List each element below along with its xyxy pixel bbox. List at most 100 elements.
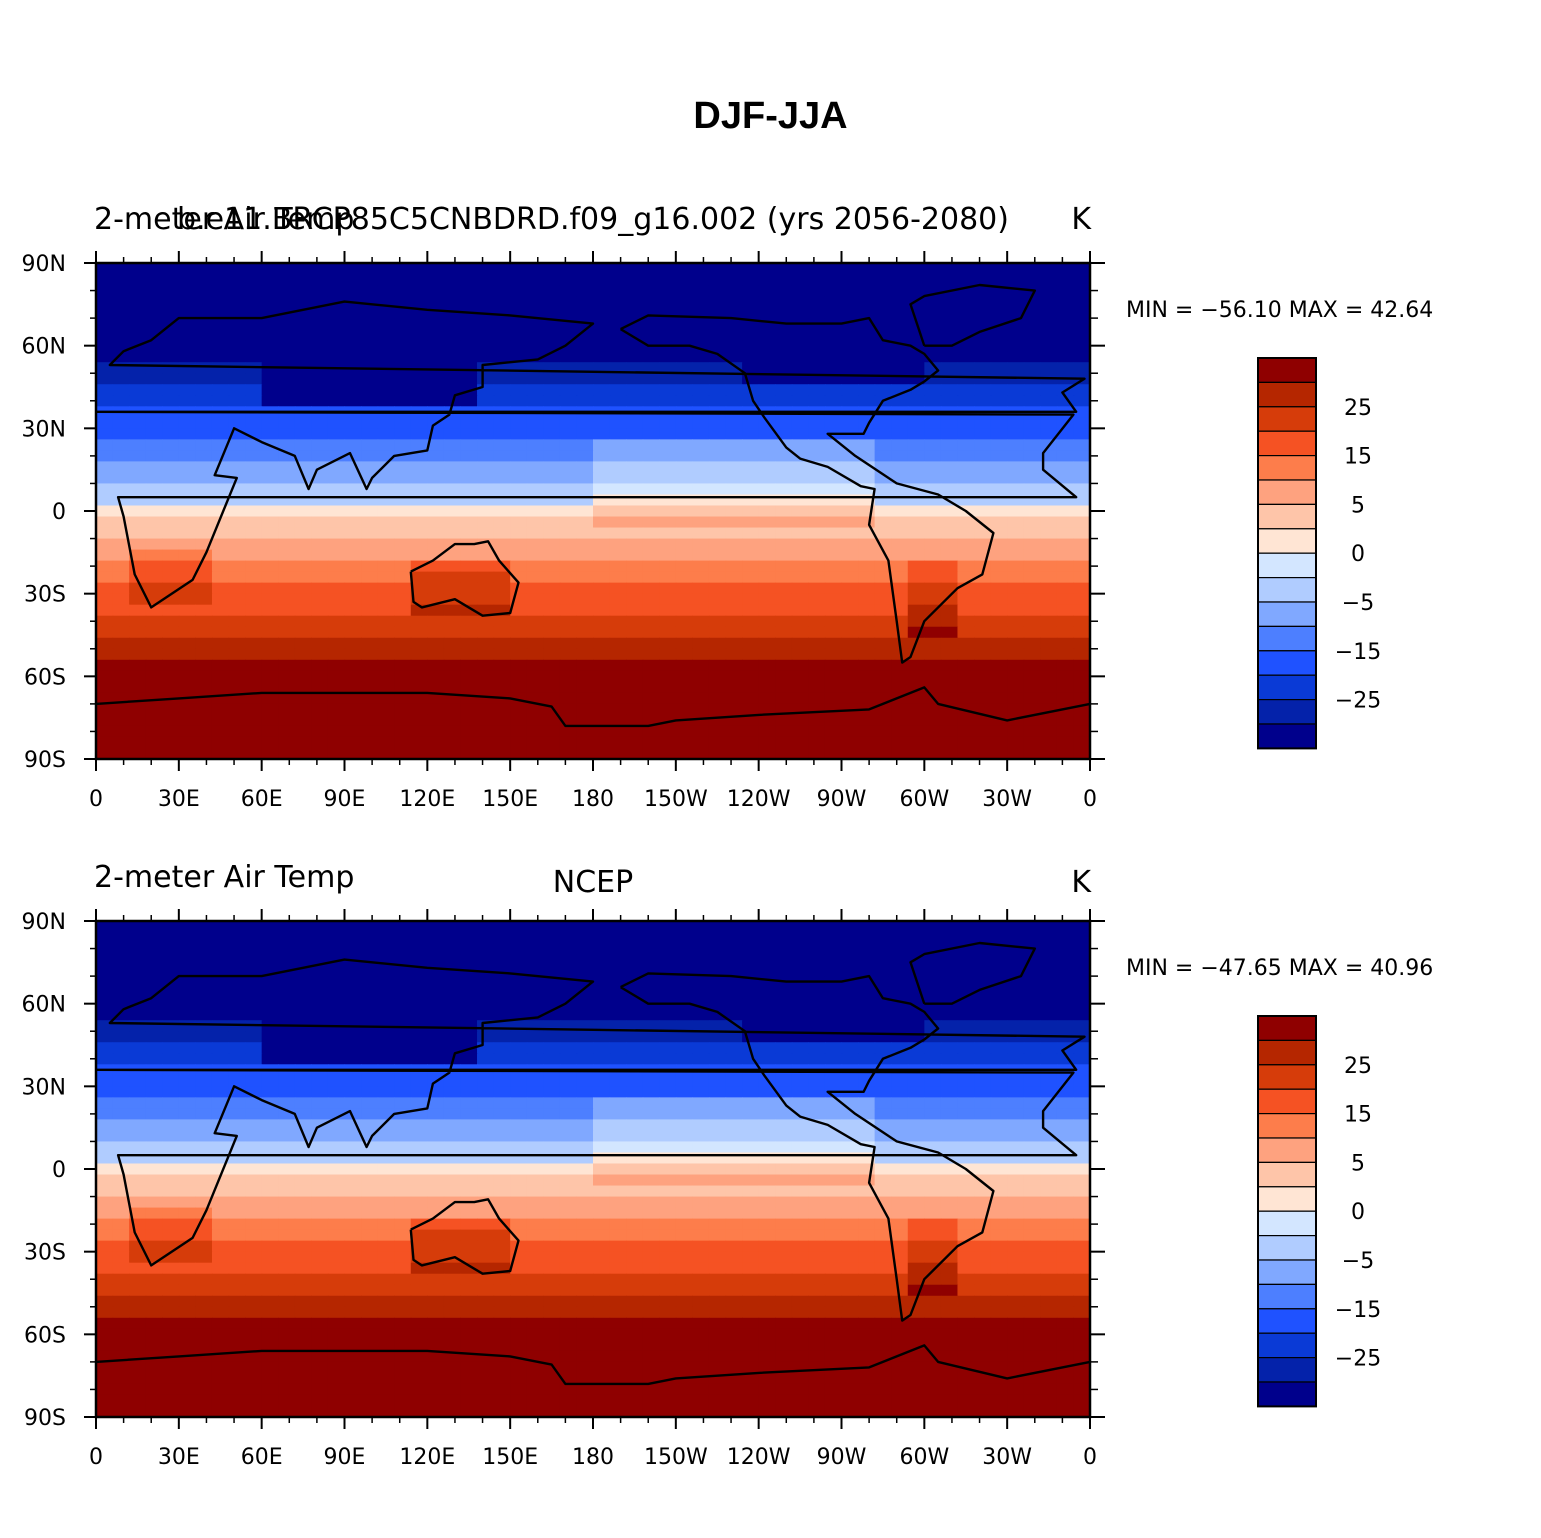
field-cell	[493, 1163, 511, 1176]
field-cell	[974, 1086, 992, 1098]
field-cell	[543, 516, 561, 529]
field-cell	[1056, 1053, 1075, 1065]
field-cell	[477, 351, 495, 363]
lon-tick-label: 0	[89, 787, 103, 812]
field-cell	[626, 1284, 644, 1297]
field-cell	[1056, 976, 1075, 988]
field-cell	[96, 1009, 114, 1021]
field-cell	[659, 285, 677, 297]
field-cell	[145, 1097, 163, 1109]
field-cell	[129, 494, 147, 507]
field-cell	[1073, 285, 1091, 297]
field-cell	[841, 340, 859, 352]
field-cell	[1023, 516, 1041, 529]
field-cell	[477, 1163, 495, 1176]
field-cell	[162, 1240, 180, 1253]
field-cell	[96, 263, 114, 275]
field-cell	[245, 1141, 263, 1154]
field-cell	[940, 692, 959, 705]
field-cell	[824, 1141, 843, 1154]
field-cell	[228, 307, 246, 319]
field-cell	[245, 637, 263, 650]
field-cell	[129, 527, 147, 540]
field-cell	[526, 351, 544, 363]
field-cell	[609, 1075, 627, 1087]
field-cell	[824, 1273, 843, 1286]
field-cell	[96, 538, 114, 551]
field-cell	[543, 976, 561, 988]
field-cell	[443, 483, 462, 496]
field-cell	[957, 384, 975, 396]
field-cell	[874, 439, 892, 451]
field-cell	[195, 1273, 213, 1286]
field-cell	[311, 483, 329, 496]
field-cell	[891, 1141, 909, 1154]
field-cell	[957, 549, 975, 562]
field-cell	[675, 527, 693, 540]
field-cell	[791, 450, 809, 462]
field-cell	[427, 1042, 445, 1054]
field-cell	[211, 932, 230, 944]
field-cell	[311, 494, 329, 507]
field-cell	[659, 954, 677, 966]
field-cell	[510, 263, 528, 275]
field-cell	[228, 921, 246, 933]
colorbar-frame	[1257, 357, 1317, 750]
field-cell	[526, 263, 544, 275]
field-cell	[162, 998, 180, 1010]
field-cell	[642, 714, 660, 727]
field-cell	[510, 954, 528, 966]
field-cell	[377, 1262, 395, 1275]
field-cell	[808, 527, 826, 540]
field-cell	[112, 932, 130, 944]
field-cell	[974, 362, 992, 374]
field-cell	[957, 340, 975, 352]
field-cell	[294, 1119, 312, 1132]
field-cell	[559, 571, 578, 584]
field-cell	[145, 505, 163, 518]
field-cell	[758, 593, 776, 606]
field-cell	[775, 1273, 793, 1286]
field-cell	[593, 714, 611, 727]
field-cell	[361, 670, 379, 683]
field-cell	[858, 1152, 876, 1165]
field-cell	[460, 1009, 478, 1021]
field-cell	[642, 604, 660, 617]
field-cell	[924, 351, 942, 363]
field-cell	[659, 736, 677, 749]
field-cell	[874, 417, 892, 429]
field-cell	[593, 1174, 611, 1187]
field-cell	[261, 976, 279, 988]
field-cell	[361, 560, 379, 573]
field-cell	[725, 725, 743, 738]
field-cell	[642, 1174, 660, 1187]
field-cell	[427, 747, 445, 760]
field-cell	[1056, 1196, 1075, 1209]
field-cell	[162, 439, 180, 451]
field-cell	[924, 450, 942, 462]
field-cell	[758, 747, 776, 760]
field-cell	[112, 987, 130, 999]
field-cell	[410, 417, 428, 429]
field-cell	[626, 987, 644, 999]
field-cell	[410, 538, 428, 551]
field-cell	[725, 670, 743, 683]
field-cell	[377, 1185, 395, 1198]
field-cell	[261, 1273, 279, 1286]
field-cell	[758, 538, 776, 551]
field-cell	[791, 1196, 809, 1209]
field-cell	[642, 976, 660, 988]
field-cell	[278, 582, 296, 595]
field-cell	[874, 384, 892, 396]
field-cell	[642, 527, 660, 540]
field-cell	[858, 932, 876, 944]
field-cell	[990, 954, 1008, 966]
field-cell	[593, 582, 611, 595]
field-cell	[593, 1086, 611, 1098]
field-cell	[626, 692, 644, 705]
field-cell	[824, 987, 843, 999]
field-cell	[294, 1284, 312, 1297]
field-cell	[642, 725, 660, 738]
field-cell	[394, 1141, 412, 1154]
field-cell	[742, 1273, 760, 1286]
